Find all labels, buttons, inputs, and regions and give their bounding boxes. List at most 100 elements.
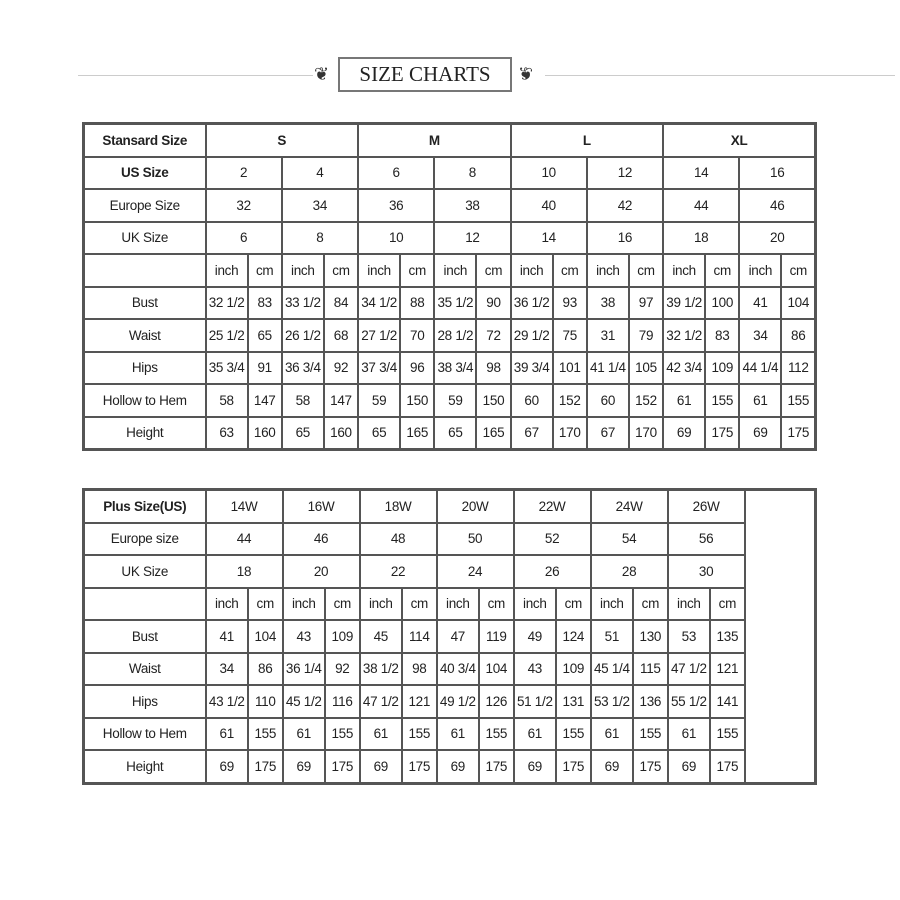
measurement-value: 45 (358, 619, 404, 654)
measurement-value: 119 (478, 619, 515, 654)
measurement-value: 33 1/2 (280, 285, 325, 320)
measurement-value: 131 (555, 684, 592, 719)
size-value: 46 (738, 188, 817, 223)
unit-header: cm (399, 253, 436, 288)
size-value: 10 (509, 155, 588, 190)
measurement-value: 88 (399, 285, 436, 320)
measurement-value: 83 (246, 285, 283, 320)
measurement-value: 175 (709, 749, 746, 784)
row-label: Hollow to Hem (82, 716, 207, 751)
plus-size: 22W (512, 488, 592, 524)
plus-size: 18W (358, 488, 438, 524)
size-value: 26 (512, 554, 592, 589)
size-value: 56 (666, 521, 746, 556)
measurement-value: 53 1/2 (589, 684, 635, 719)
unit-header: cm (324, 586, 361, 621)
measurement-value: 155 (401, 716, 438, 751)
measurement-value: 69 (204, 749, 249, 784)
measurement-row: Height 63 160 65 160 65 165 65 165 67 170 67 170 69 17… (82, 415, 817, 451)
measurement-value: 110 (247, 684, 284, 719)
measurement-value: 35 1/2 (433, 285, 478, 320)
row-label: Height (82, 749, 207, 784)
measurement-value: 116 (324, 684, 361, 719)
measurement-value: 121 (709, 651, 746, 686)
row-label: US Size (82, 155, 207, 190)
unit-header: inch (589, 586, 635, 621)
measurement-value: 86 (247, 651, 284, 686)
measurement-value: 25 1/2 (204, 318, 249, 353)
measurement-value: 61 (662, 383, 707, 418)
measurement-value: 175 (478, 749, 515, 784)
empty-column (743, 488, 817, 784)
plus-size: 16W (281, 488, 361, 524)
size-value: 38 (433, 188, 512, 223)
size-value: 24 (435, 554, 515, 589)
size-value: 18 (204, 554, 284, 589)
measurement-value: 104 (780, 285, 817, 320)
measurement-value: 39 3/4 (509, 350, 554, 385)
size-value: 48 (358, 521, 438, 556)
size-value: 2 (204, 155, 283, 190)
size-group-s: S (204, 122, 360, 158)
size-value: 44 (662, 188, 741, 223)
size-group-l: L (509, 122, 665, 158)
measurement-value: 83 (704, 318, 741, 353)
unit-header: cm (401, 586, 438, 621)
measurement-value: 61 (512, 716, 558, 751)
measurement-value: 130 (632, 619, 669, 654)
size-value: 8 (280, 220, 360, 255)
measurement-value: 61 (589, 716, 635, 751)
measurement-value: 47 1/2 (666, 651, 712, 686)
unit-header: inch (509, 253, 554, 288)
unit-row-label (82, 586, 207, 621)
measurement-value: 41 (204, 619, 249, 654)
measurement-value: 109 (324, 619, 361, 654)
measurement-value: 36 1/4 (281, 651, 327, 686)
measurement-value: 175 (247, 749, 284, 784)
measurement-value: 147 (246, 383, 283, 418)
measurement-value: 75 (551, 318, 588, 353)
measurement-value: 175 (555, 749, 592, 784)
size-group-m: M (357, 122, 512, 158)
unit-header: inch (280, 253, 325, 288)
measurement-value: 155 (247, 716, 284, 751)
measurement-value: 69 (435, 749, 481, 784)
measurement-value: 34 1/2 (357, 285, 402, 320)
measurement-value: 35 3/4 (204, 350, 249, 385)
size-value: 12 (585, 155, 665, 190)
measurement-value: 51 1/2 (512, 684, 558, 719)
measurement-value: 43 1/2 (204, 684, 249, 719)
measurement-value: 114 (401, 619, 438, 654)
measurement-value: 65 (246, 318, 283, 353)
measurement-value: 170 (551, 415, 588, 451)
divider-right (545, 75, 895, 76)
unit-header: inch (358, 586, 404, 621)
measurement-value: 69 (358, 749, 404, 784)
size-value: 54 (589, 521, 669, 556)
unit-header: inch (738, 253, 783, 288)
row-label: Europe Size (82, 188, 207, 223)
unit-header: inch (281, 586, 327, 621)
measurement-value: 61 (435, 716, 481, 751)
measurement-value: 47 (435, 619, 481, 654)
measurement-value: 26 1/2 (280, 318, 325, 353)
measurement-value: 36 3/4 (280, 350, 325, 385)
measurement-value: 69 (738, 415, 783, 451)
row-label: Waist (82, 318, 207, 353)
measurement-value: 155 (478, 716, 515, 751)
measurement-value: 109 (704, 350, 741, 385)
measurement-value: 61 (666, 716, 712, 751)
measurement-value: 65 (280, 415, 325, 451)
measurement-value: 55 1/2 (666, 684, 712, 719)
measurement-value: 90 (475, 285, 512, 320)
size-value: 16 (585, 220, 665, 255)
ornament-left-icon: ❦ (314, 64, 330, 84)
unit-header: cm (627, 253, 665, 288)
plus-size: 14W (204, 488, 284, 524)
unit-header: inch (585, 253, 630, 288)
measurement-value: 29 1/2 (509, 318, 554, 353)
measurement-value: 32 1/2 (204, 285, 249, 320)
measurement-value: 155 (324, 716, 361, 751)
measurement-value: 72 (475, 318, 512, 353)
size-row: Europe size 44 46 48 50 52 54 56 (82, 521, 816, 556)
